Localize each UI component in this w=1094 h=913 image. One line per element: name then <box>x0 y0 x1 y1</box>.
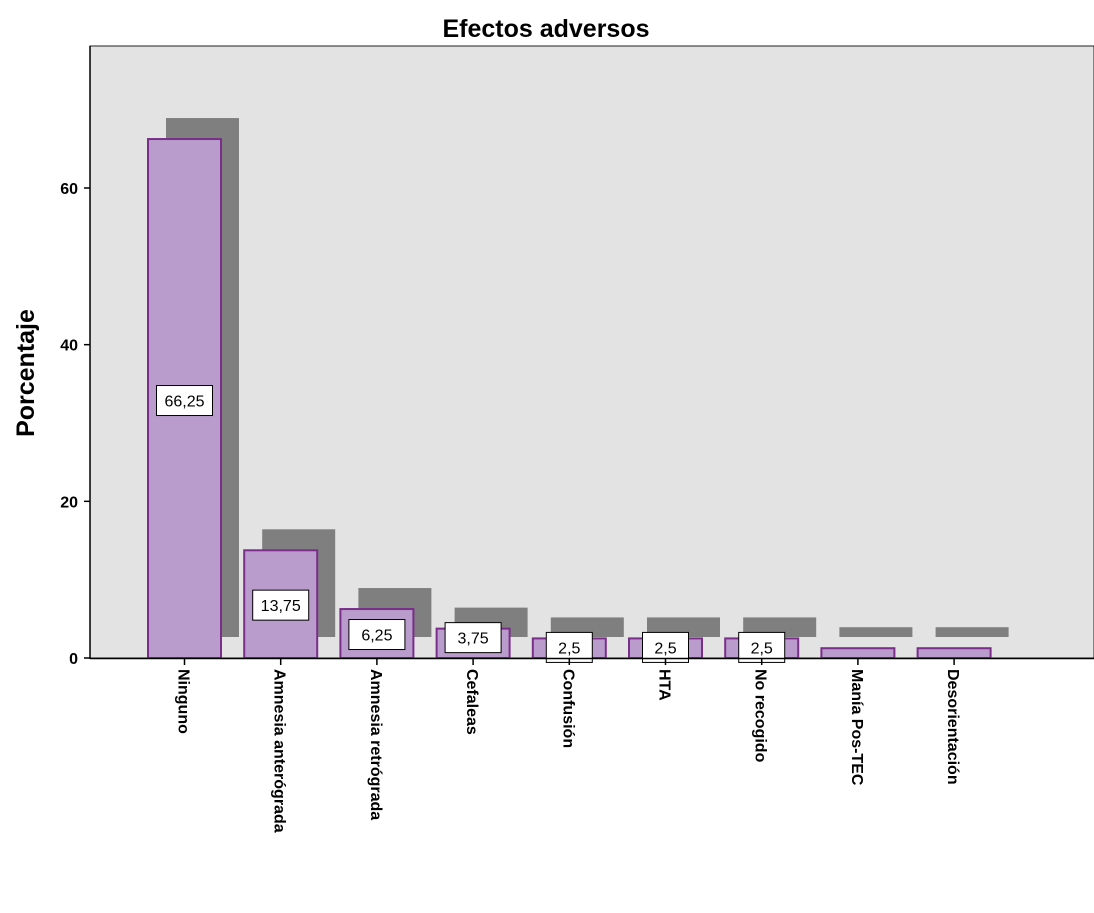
x-tick-label: Desorientación <box>944 669 961 785</box>
y-tick-label: 0 <box>69 651 78 668</box>
x-tick-label: Ninguno <box>175 669 192 734</box>
data-label: 2,5 <box>751 640 773 657</box>
bar-shadow <box>839 627 913 637</box>
data-label-box <box>642 631 689 663</box>
y-tick-label: 40 <box>60 338 78 355</box>
plot-area <box>89 45 1094 659</box>
data-label-box <box>156 385 213 417</box>
data-label-box <box>348 619 406 651</box>
x-tick-label: Cefaleas <box>463 669 480 735</box>
data-label: 3,75 <box>458 631 489 648</box>
data-label: 13,75 <box>261 598 301 615</box>
x-tick-label: Amnesia anterógrada <box>271 669 288 833</box>
bar <box>916 647 992 659</box>
data-label: 6,25 <box>361 628 392 645</box>
data-label: 66,25 <box>164 394 204 411</box>
y-tick-label: 60 <box>60 181 78 198</box>
data-label: 2,5 <box>558 640 580 657</box>
x-tick-label: Amnesia retrógrada <box>367 669 384 820</box>
data-label: 2,5 <box>654 640 676 657</box>
y-tick-label: 20 <box>60 494 78 511</box>
data-label-box <box>252 589 310 621</box>
x-tick-label: HTA <box>656 669 673 701</box>
x-tick-label: No recogido <box>752 669 769 763</box>
x-tick-label: Manía Pos-TEC <box>848 669 865 786</box>
y-axis-label: Porcentaje <box>12 309 40 437</box>
chart-title: Efectos adversos <box>442 15 649 43</box>
bar-shadow <box>935 627 1009 637</box>
x-tick-label: Confusión <box>559 669 576 748</box>
data-label-box <box>444 622 502 654</box>
data-label-box <box>738 631 786 663</box>
bar <box>820 647 896 659</box>
